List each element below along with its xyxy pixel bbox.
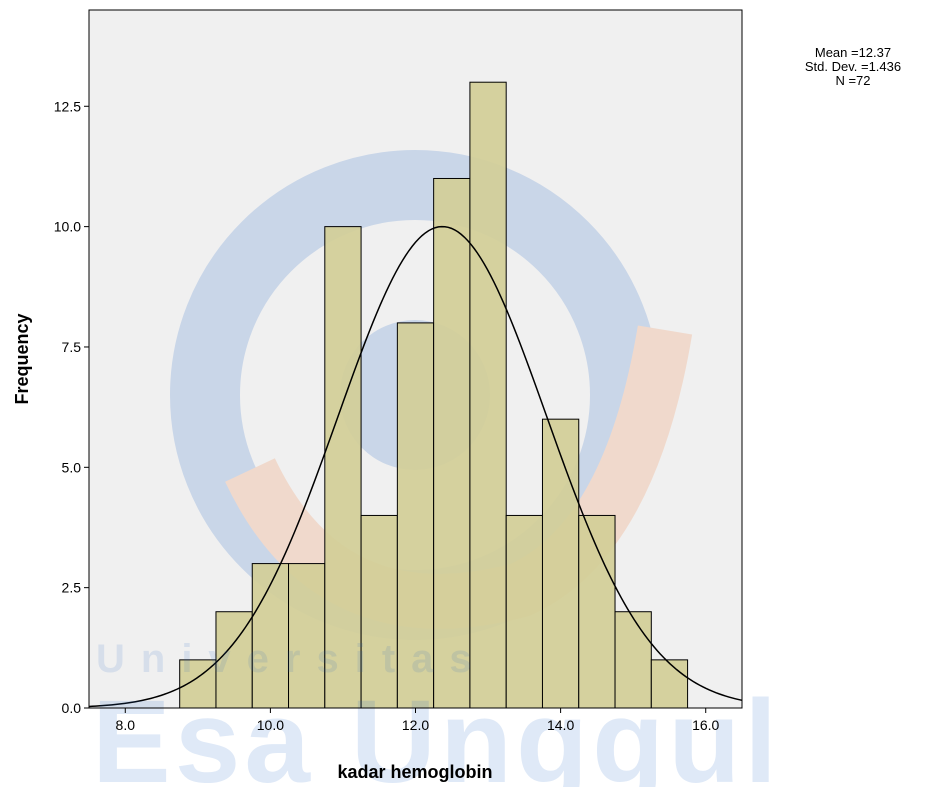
y-tick-label: 2.5 xyxy=(62,580,82,596)
histogram-bar xyxy=(360,514,398,709)
statistics-box: Mean =12.37 Std. Dev. =1.436 N =72 xyxy=(778,46,928,88)
y-tick-label: 12.5 xyxy=(54,98,81,114)
histogram-bar xyxy=(215,611,253,709)
watermark-line2: Esa Unggul xyxy=(92,676,781,787)
x-axis-title: kadar hemoglobin xyxy=(337,762,492,782)
histogram-bar xyxy=(469,81,507,709)
y-tick-label: 5.0 xyxy=(62,459,82,475)
normal-curve xyxy=(88,225,743,708)
x-tick-label: 8.0 xyxy=(116,717,136,733)
histogram-bar xyxy=(324,226,362,709)
x-tick-label: 16.0 xyxy=(692,717,719,733)
n-text: N =72 xyxy=(835,73,871,88)
mean-text: Mean =12.37 xyxy=(814,45,892,60)
histogram-bar xyxy=(433,177,471,709)
x-tick-label: 12.0 xyxy=(402,717,429,733)
histogram-bar xyxy=(541,418,580,709)
x-tick-label: 14.0 xyxy=(547,717,574,733)
y-tick-label: 10.0 xyxy=(54,219,81,235)
histogram-bar xyxy=(614,611,652,709)
y-tick-label: 7.5 xyxy=(62,339,82,355)
histogram-bar xyxy=(251,563,290,709)
axis-layer: 8.0 10.0 12.0 14.0 16.0 0.0 2.5 5.0 7.5 10.0 12.5 xyxy=(54,98,720,733)
histogram-bar xyxy=(650,659,689,709)
histogram-bar xyxy=(288,563,326,709)
std-dev-text: Std. Dev. =1.436 xyxy=(804,59,902,74)
y-axis-title: Frequency xyxy=(12,313,32,404)
y-tick-label: 0.0 xyxy=(62,700,82,716)
watermark-line1: Universitas xyxy=(96,637,488,681)
x-tick-label: 10.0 xyxy=(257,717,284,733)
bars-layer xyxy=(179,81,689,709)
